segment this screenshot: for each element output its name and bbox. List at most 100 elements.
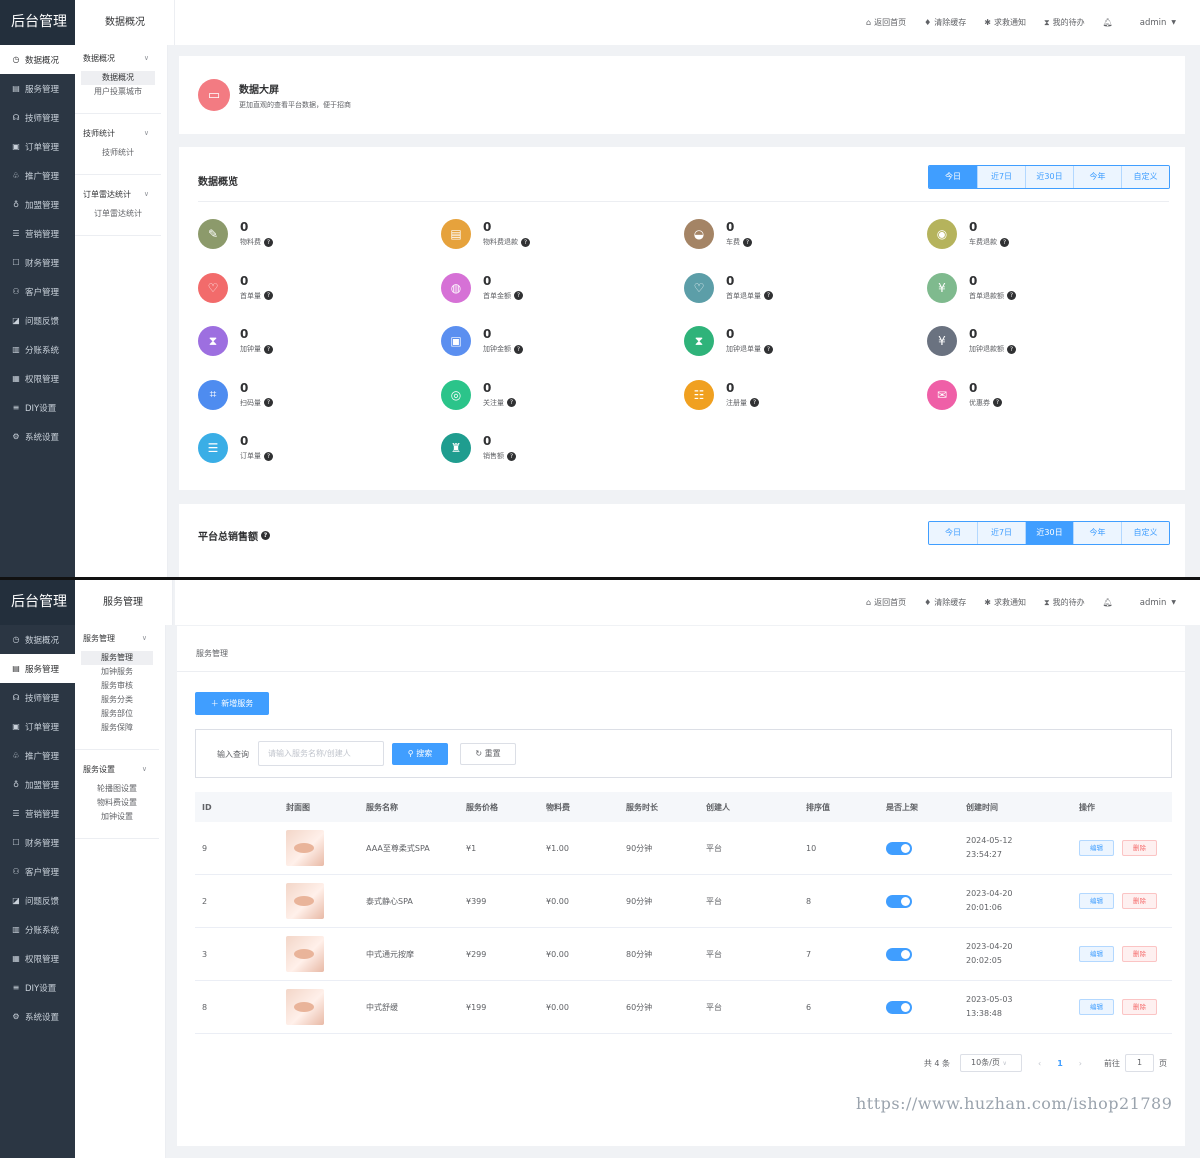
help-icon[interactable]: ? xyxy=(264,398,273,407)
on-shelf-toggle[interactable] xyxy=(886,1000,912,1014)
sidebar-item[interactable]: ▣ 订单管理 xyxy=(0,132,75,161)
subnav-item[interactable]: 服务审核 xyxy=(101,681,133,690)
next-page-button[interactable]: › xyxy=(1078,1058,1082,1068)
sidebar-item[interactable]: ▥ 分账系统 xyxy=(0,335,75,364)
help-icon[interactable]: ? xyxy=(264,237,273,247)
sidebar-item[interactable]: ◷ 数据概况 xyxy=(0,625,75,654)
subnav-item[interactable]: 用户投票城市 xyxy=(94,87,142,96)
help-icon[interactable]: ? xyxy=(1007,291,1016,300)
on-shelf-toggle[interactable] xyxy=(886,947,912,961)
range-tab[interactable]: 近30日 xyxy=(1025,166,1073,188)
help-icon[interactable]: ? xyxy=(993,398,1002,407)
edit-button[interactable]: 编辑 xyxy=(1079,893,1114,909)
help-icon[interactable]: ? xyxy=(264,344,273,354)
on-shelf-toggle[interactable] xyxy=(886,894,912,908)
goto-page-input[interactable]: 1 xyxy=(1125,1054,1154,1072)
subnav-item[interactable]: 服务管理 xyxy=(81,651,153,665)
prev-page-button[interactable]: ‹ xyxy=(1038,1058,1042,1068)
sidebar-item[interactable]: ≡ DIY设置 xyxy=(0,393,75,422)
help-icon[interactable]: ? xyxy=(1000,237,1009,247)
sidebar-item[interactable]: ▥ 分账系统 xyxy=(0,915,75,944)
clear-cache-link[interactable]: ♦ 清除缓存 xyxy=(924,18,967,27)
sidebar-item[interactable]: ⚙ 系统设置 xyxy=(0,1002,75,1031)
sos-link[interactable]: ✱ 求救通知 xyxy=(984,598,1026,607)
edit-button[interactable]: 编辑 xyxy=(1079,946,1114,962)
help-icon[interactable]: ? xyxy=(261,531,270,540)
sidebar-item[interactable]: ☰ 营销管理 xyxy=(0,799,75,828)
help-icon[interactable]: ? xyxy=(1007,344,1016,354)
range-tab[interactable]: 今日 xyxy=(929,166,977,188)
add-service-button[interactable]: ＋ 新增服务 xyxy=(195,692,269,715)
delete-button[interactable]: 删除 xyxy=(1122,946,1157,962)
range-tab[interactable]: 今日 xyxy=(929,522,977,544)
edit-button[interactable]: 编辑 xyxy=(1079,999,1114,1015)
sidebar-item[interactable]: ▤ 服务管理 xyxy=(0,74,75,103)
sidebar-item[interactable]: ≡ DIY设置 xyxy=(0,973,75,1002)
range-tab[interactable]: 今年 xyxy=(1073,522,1121,544)
search-input[interactable]: 请输入服务名称/创建人 xyxy=(258,741,384,766)
help-icon[interactable]: ? xyxy=(264,451,273,461)
help-icon[interactable]: ? xyxy=(264,291,273,300)
help-icon[interactable]: ? xyxy=(743,237,752,247)
sidebar-item[interactable]: ⚙ 系统设置 xyxy=(0,422,75,451)
page-size-select[interactable]: 10条/页 ∨ xyxy=(960,1054,1023,1072)
user-menu[interactable]: admin ▼ xyxy=(1139,597,1176,608)
delete-button[interactable]: 删除 xyxy=(1122,893,1157,909)
clear-cache-link[interactable]: ♦ 清除缓存 xyxy=(924,598,967,607)
sidebar-item[interactable]: ☰ 营销管理 xyxy=(0,219,75,248)
subnav-item[interactable]: 订单雷达统计 xyxy=(94,209,142,218)
sidebar-item[interactable]: ♁ 加盟管理 xyxy=(0,770,75,799)
sidebar-item[interactable]: ♁ 加盟管理 xyxy=(0,190,75,219)
sidebar-item[interactable]: ◪ 问题反馈 xyxy=(0,886,75,915)
subnav-group-title[interactable]: 服务设置 ∨ xyxy=(75,756,159,782)
subnav-item[interactable]: 物料费设置 xyxy=(97,798,137,807)
sidebar-item[interactable]: ◷ 数据概况 xyxy=(0,45,75,74)
home-link[interactable]: ⌂ 返回首页 xyxy=(866,598,907,607)
subnav-group-title[interactable]: 订单雷达统计 ∨ xyxy=(75,181,161,207)
home-link[interactable]: ⌂ 返回首页 xyxy=(866,18,907,27)
reset-button[interactable]: ↻ 重置 xyxy=(460,743,516,765)
help-icon[interactable]: ? xyxy=(521,237,530,247)
subnav-group-title[interactable]: 数据概况 ∨ xyxy=(75,45,161,71)
help-icon[interactable]: ? xyxy=(507,451,516,461)
delete-button[interactable]: 删除 xyxy=(1122,999,1157,1015)
subnav-item[interactable]: 加钟服务 xyxy=(101,667,133,676)
sidebar-item[interactable]: ▦ 权限管理 xyxy=(0,944,75,973)
subnav-item[interactable]: 轮播图设置 xyxy=(97,784,137,793)
sidebar-item[interactable]: ◪ 问题反馈 xyxy=(0,306,75,335)
range-tab[interactable]: 今年 xyxy=(1073,166,1121,188)
subnav-item[interactable]: 服务保障 xyxy=(101,723,133,732)
todo-link[interactable]: ⧗ 我的待办 xyxy=(1043,597,1085,608)
sidebar-item[interactable]: ☊ 技师管理 xyxy=(0,683,75,712)
help-icon[interactable]: ? xyxy=(750,398,759,407)
range-tab[interactable]: 近7日 xyxy=(977,166,1025,188)
sidebar-item[interactable]: ▦ 权限管理 xyxy=(0,364,75,393)
current-page[interactable]: 1 xyxy=(1057,1058,1063,1068)
user-menu[interactable]: admin ▼ xyxy=(1139,17,1176,28)
range-tab[interactable]: 近7日 xyxy=(977,522,1025,544)
subnav-item[interactable]: 服务分类 xyxy=(101,695,133,704)
subnav-item[interactable]: 服务部位 xyxy=(101,709,133,718)
sidebar-item[interactable]: ☊ 技师管理 xyxy=(0,103,75,132)
sidebar-item[interactable]: ☐ 财务管理 xyxy=(0,828,75,857)
edit-button[interactable]: 编辑 xyxy=(1079,840,1114,856)
sidebar-item[interactable]: ♧ 推广管理 xyxy=(0,161,75,190)
sidebar-item[interactable]: ♧ 推广管理 xyxy=(0,741,75,770)
subnav-item[interactable]: 技师统计 xyxy=(102,148,134,157)
range-tab[interactable]: 自定义 xyxy=(1121,166,1169,188)
subnav-item[interactable]: 数据概况 xyxy=(81,71,155,85)
subnav-item[interactable]: 加钟设置 xyxy=(101,812,133,821)
search-button[interactable]: ⚲ 搜索 xyxy=(392,743,448,765)
help-icon[interactable]: ? xyxy=(764,291,773,300)
sos-link[interactable]: ✱ 求救通知 xyxy=(984,18,1026,27)
todo-link[interactable]: ⧗ 我的待办 xyxy=(1043,17,1085,28)
notification-bell[interactable]: 🔔︎ xyxy=(1103,598,1116,607)
sidebar-item[interactable]: ▤ 服务管理 xyxy=(0,654,75,683)
range-tab[interactable]: 近30日 xyxy=(1025,522,1073,544)
help-icon[interactable]: ? xyxy=(764,344,773,354)
help-icon[interactable]: ? xyxy=(514,291,523,300)
subnav-group-title[interactable]: 服务管理 ∨ xyxy=(75,625,159,651)
delete-button[interactable]: 删除 xyxy=(1122,840,1157,856)
sidebar-item[interactable]: ⚇ 客户管理 xyxy=(0,857,75,886)
help-icon[interactable]: ? xyxy=(514,344,523,354)
